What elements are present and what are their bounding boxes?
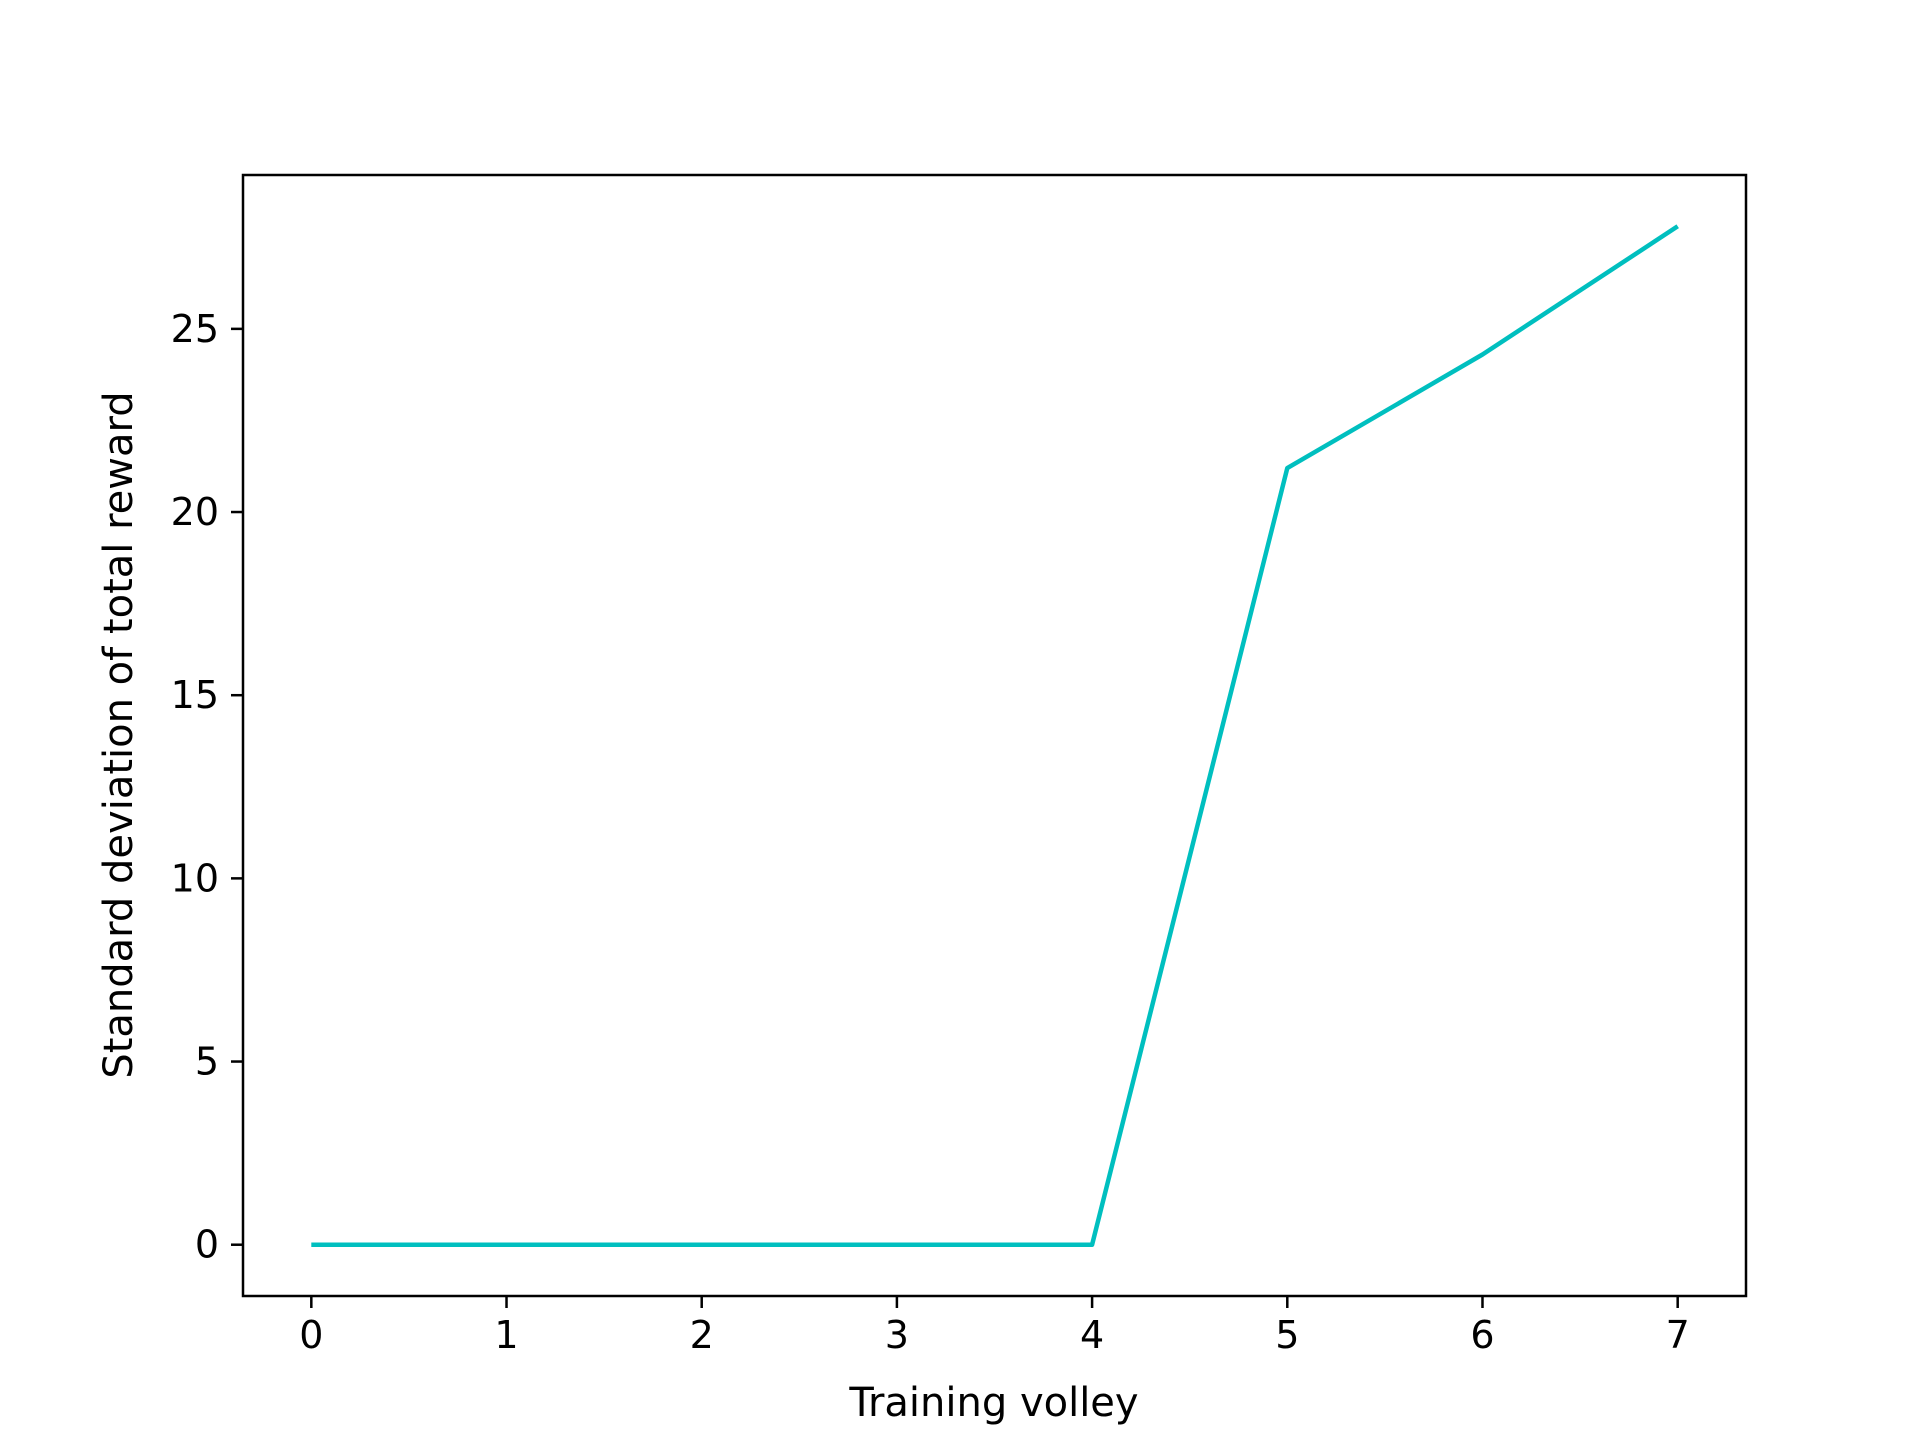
x-tick-label: 7 <box>1666 1313 1690 1357</box>
y-tick-label: 5 <box>195 1040 219 1084</box>
series-line-0 <box>311 224 1679 1247</box>
x-tick-label: 3 <box>885 1313 909 1357</box>
plot-area-frame <box>241 173 1748 1298</box>
x-tick-label: 5 <box>1275 1313 1299 1357</box>
x-axis-label: Training volley <box>848 1380 1138 1426</box>
x-tick-label: 6 <box>1470 1313 1494 1357</box>
y-tick-label: 10 <box>171 856 219 900</box>
y-tick-label: 25 <box>171 307 219 351</box>
y-tick-label: 20 <box>171 490 219 534</box>
x-tick-label: 4 <box>1080 1313 1104 1357</box>
y-tick-label: 15 <box>171 673 219 717</box>
x-tick-label: 2 <box>690 1313 714 1357</box>
x-tick-label: 1 <box>494 1313 518 1357</box>
y-tick-label: 0 <box>195 1223 219 1267</box>
y-axis-label: Standard deviation of total reward <box>96 391 142 1078</box>
x-tick-label: 0 <box>299 1313 323 1357</box>
